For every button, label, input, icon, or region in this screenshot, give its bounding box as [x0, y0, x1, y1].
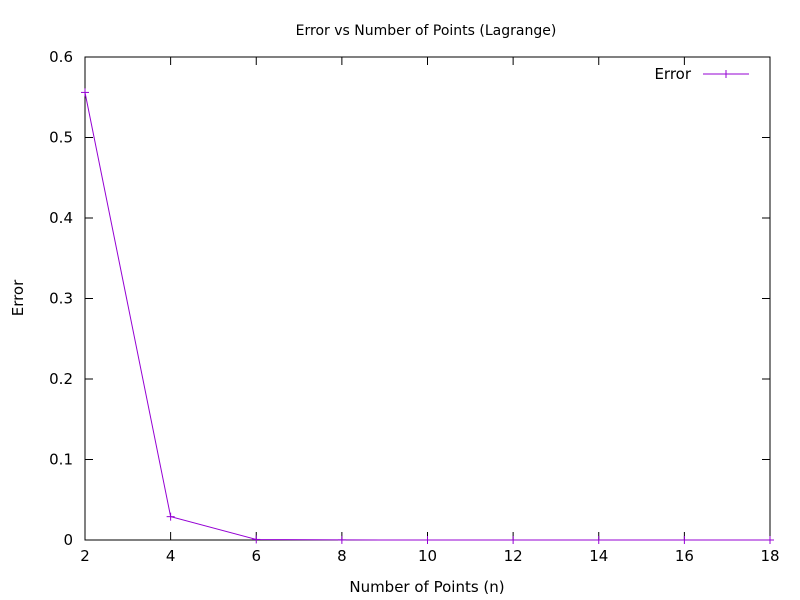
- data-point: [81, 88, 89, 97]
- y-tick-label: 0: [63, 531, 73, 549]
- x-tick-label: 2: [80, 547, 90, 565]
- data-point: [594, 536, 603, 544]
- y-tick-label: 0.1: [49, 451, 73, 469]
- chart-title: Error vs Number of Points (Lagrange): [296, 23, 557, 39]
- x-tick-label: 12: [504, 547, 523, 565]
- x-tick-label: 6: [251, 547, 261, 565]
- y-tick-label: 0.5: [49, 129, 73, 147]
- x-axis-title: Number of Points (n): [349, 578, 504, 596]
- legend-marker: [722, 70, 730, 78]
- data-point: [680, 536, 689, 544]
- y-axis: 0 0.1 0.2 0.3 0.4 0.5 0.6: [49, 48, 770, 549]
- data-point: [166, 512, 175, 521]
- data-point: [423, 536, 432, 544]
- series-layer: [81, 88, 774, 544]
- x-tick-label: 16: [675, 547, 694, 565]
- data-point: [337, 535, 346, 544]
- data-point: [509, 536, 518, 544]
- data-point: [252, 535, 261, 544]
- x-tick-label: 10: [418, 547, 437, 565]
- y-tick-label: 0.3: [49, 290, 73, 308]
- data-point: [766, 536, 774, 544]
- legend-label: Error: [654, 65, 691, 83]
- y-tick-label: 0.4: [49, 209, 73, 227]
- legend: Error: [654, 65, 749, 83]
- x-tick-label: 8: [337, 547, 347, 565]
- y-axis-title: Error: [9, 279, 27, 316]
- y-tick-label: 0.2: [49, 370, 73, 388]
- y-tick-label: 0.6: [49, 48, 73, 66]
- x-tick-label: 18: [760, 547, 779, 565]
- x-axis: 2 4 6 8 10 12 14 16 18: [80, 57, 780, 565]
- x-tick-label: 4: [166, 547, 176, 565]
- x-tick-label: 14: [589, 547, 608, 565]
